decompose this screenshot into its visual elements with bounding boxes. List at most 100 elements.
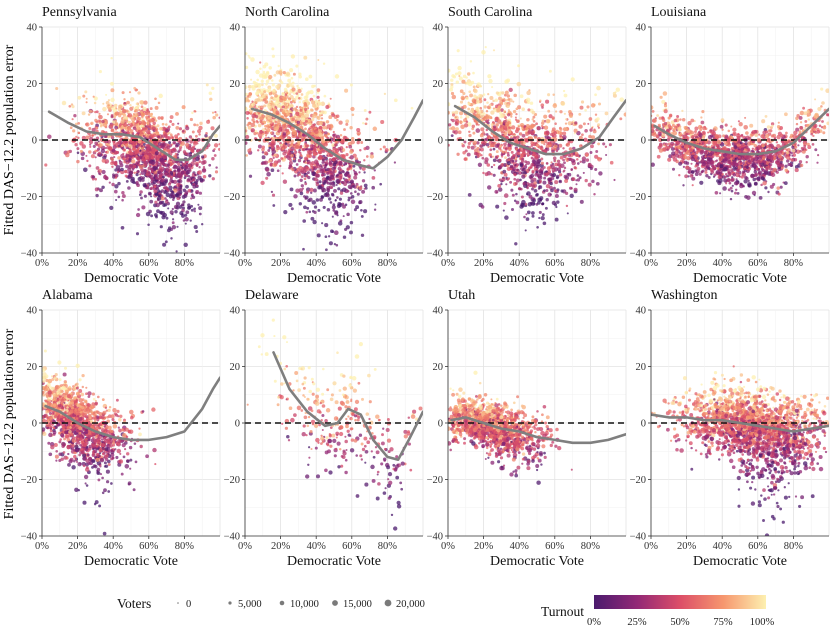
data-point [197,203,200,206]
data-point [722,186,727,191]
data-point [120,170,125,175]
data-point [143,168,147,173]
data-point [490,172,493,176]
data-point [463,140,467,144]
data-point [298,202,302,206]
data-point [115,165,121,170]
data-point [55,86,59,91]
data-point [360,208,363,212]
data-point [139,190,143,194]
data-point [144,155,150,160]
data-point [495,123,499,127]
data-point [177,122,180,125]
data-point [578,112,582,116]
data-point [363,159,366,162]
data-point [98,172,101,175]
data-point [602,142,606,146]
x-tick-label: 80% [581,258,601,269]
data-point [132,147,137,152]
data-point [259,61,262,64]
data-point [98,114,103,120]
data-point [185,142,190,148]
data-point [305,98,309,103]
data-point [338,161,343,166]
data-point [196,149,200,153]
data-point [163,178,169,183]
data-point [530,173,535,178]
data-point [326,181,330,185]
data-point [531,211,535,215]
data-point [576,162,580,165]
data-point [151,161,155,165]
data-point [185,210,190,215]
data-point [198,206,203,211]
data-point [494,98,499,102]
data-point [151,119,155,123]
data-point [510,156,514,160]
data-point [218,116,220,119]
data-point [162,186,166,190]
data-point [267,149,271,152]
data-point [92,95,95,98]
data-point [365,145,370,151]
data-point [360,214,364,218]
data-point [505,177,508,181]
data-point [510,150,514,154]
data-point [114,184,119,189]
data-point [86,159,89,163]
data-point [204,133,208,138]
data-point [91,127,96,132]
data-point [182,200,186,204]
data-point [538,216,541,220]
data-point [486,163,491,167]
points [448,46,626,246]
data-point [148,125,151,128]
data-point [299,108,303,113]
data-point [72,129,76,133]
data-point [553,130,557,135]
data-point [481,50,486,55]
data-point [480,205,485,209]
data-point [475,99,480,104]
data-point [295,111,300,117]
data-point [287,78,292,83]
data-point [164,189,167,192]
data-point [535,143,540,148]
data-point [95,120,99,124]
data-point [150,180,154,184]
data-point [564,122,568,125]
data-point [309,187,314,193]
data-point [591,179,595,184]
data-point [574,121,578,125]
data-point [555,110,558,113]
data-point [339,133,343,137]
data-point [167,182,171,186]
data-point [121,91,125,95]
data-point [499,114,504,119]
data-point [131,156,134,160]
data-point [288,110,292,113]
data-point [508,123,512,127]
data-point [472,131,476,135]
data-point [576,174,580,177]
data-point [282,132,286,136]
data-point [296,120,300,124]
data-point [132,180,136,184]
data-point [509,180,513,184]
data-point [185,192,189,195]
data-point [122,122,128,128]
data-point [309,191,313,195]
data-point [451,118,455,123]
data-point [178,127,183,131]
data-point [543,172,547,176]
data-point [198,125,203,131]
data-point [251,103,255,107]
data-point [214,170,219,174]
data-point [355,182,359,186]
data-point [812,134,815,138]
data-point [318,185,323,190]
data-point [471,124,476,129]
data-point [245,92,248,97]
data-point [472,140,477,146]
data-point [604,111,609,116]
